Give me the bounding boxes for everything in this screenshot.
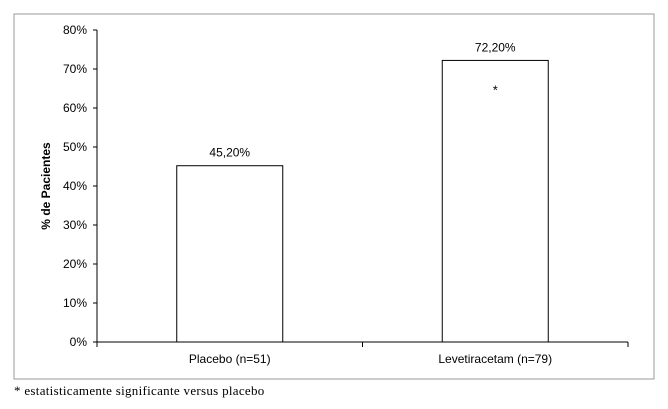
- chart-frame: [13, 13, 655, 380]
- bars: [176, 59, 549, 343]
- labels: 45,20% Placebo (n=51) 72,20% Levetiracetam …: [189, 40, 552, 366]
- y-tick-label: 40%: [63, 179, 87, 193]
- y-tick-label: 30%: [63, 218, 87, 232]
- y-tick-label: 50%: [63, 140, 87, 154]
- y-tick-label: 10%: [63, 296, 87, 310]
- y-tick-label: 80%: [63, 23, 87, 37]
- significance-marker: *: [493, 82, 498, 97]
- y-axis-title: % de Pacientes: [39, 142, 53, 230]
- x-category-label: Levetiracetam (n=79): [438, 352, 552, 366]
- footnote: * estatisticamente significante versus p…: [14, 383, 265, 398]
- y-tick-label: 0%: [70, 335, 88, 349]
- x-category-label: Placebo (n=51): [189, 352, 271, 366]
- bar: [441, 59, 549, 343]
- data-label: 72,20%: [475, 40, 516, 54]
- y-tick-label: 70%: [63, 62, 87, 76]
- y-tick-label: 20%: [63, 257, 87, 271]
- data-label: 45,20%: [209, 146, 250, 160]
- y-tick-label: 60%: [63, 101, 87, 115]
- bar: [176, 165, 284, 343]
